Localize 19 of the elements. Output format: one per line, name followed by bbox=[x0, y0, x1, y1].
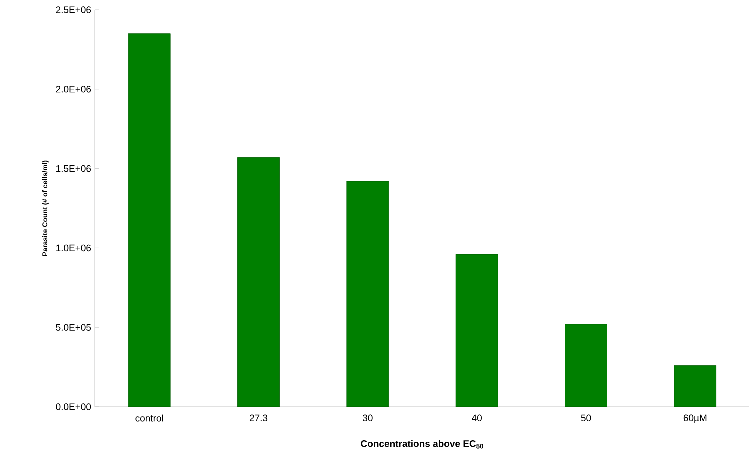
bar bbox=[456, 254, 498, 407]
bar bbox=[565, 324, 608, 407]
x-tick-label: control bbox=[136, 414, 164, 422]
x-tick-label: 30 bbox=[362, 414, 373, 422]
x-tick-label: 60µM bbox=[684, 414, 707, 424]
y-tick-label: 5.0E+05 bbox=[56, 324, 92, 331]
x-tick-label: 27.3 bbox=[250, 414, 268, 422]
x-tick-label: 40 bbox=[472, 414, 482, 422]
bar bbox=[128, 34, 171, 407]
y-tick-label: 1.5E+06 bbox=[56, 165, 92, 172]
y-tick-label: 2.5E+06 bbox=[56, 6, 92, 14]
x-axis-title: Concentrations above EC$_{50}$ bbox=[361, 440, 484, 449]
y-tick-label: 2.0E+06 bbox=[56, 86, 92, 93]
bar bbox=[346, 181, 390, 407]
x-tick-label: 50 bbox=[581, 414, 592, 422]
y-tick-label: 0.0E+00 bbox=[56, 404, 92, 410]
bar bbox=[674, 366, 717, 407]
bar bbox=[238, 157, 280, 407]
y-tick-label: 1.0E+06 bbox=[56, 244, 92, 252]
